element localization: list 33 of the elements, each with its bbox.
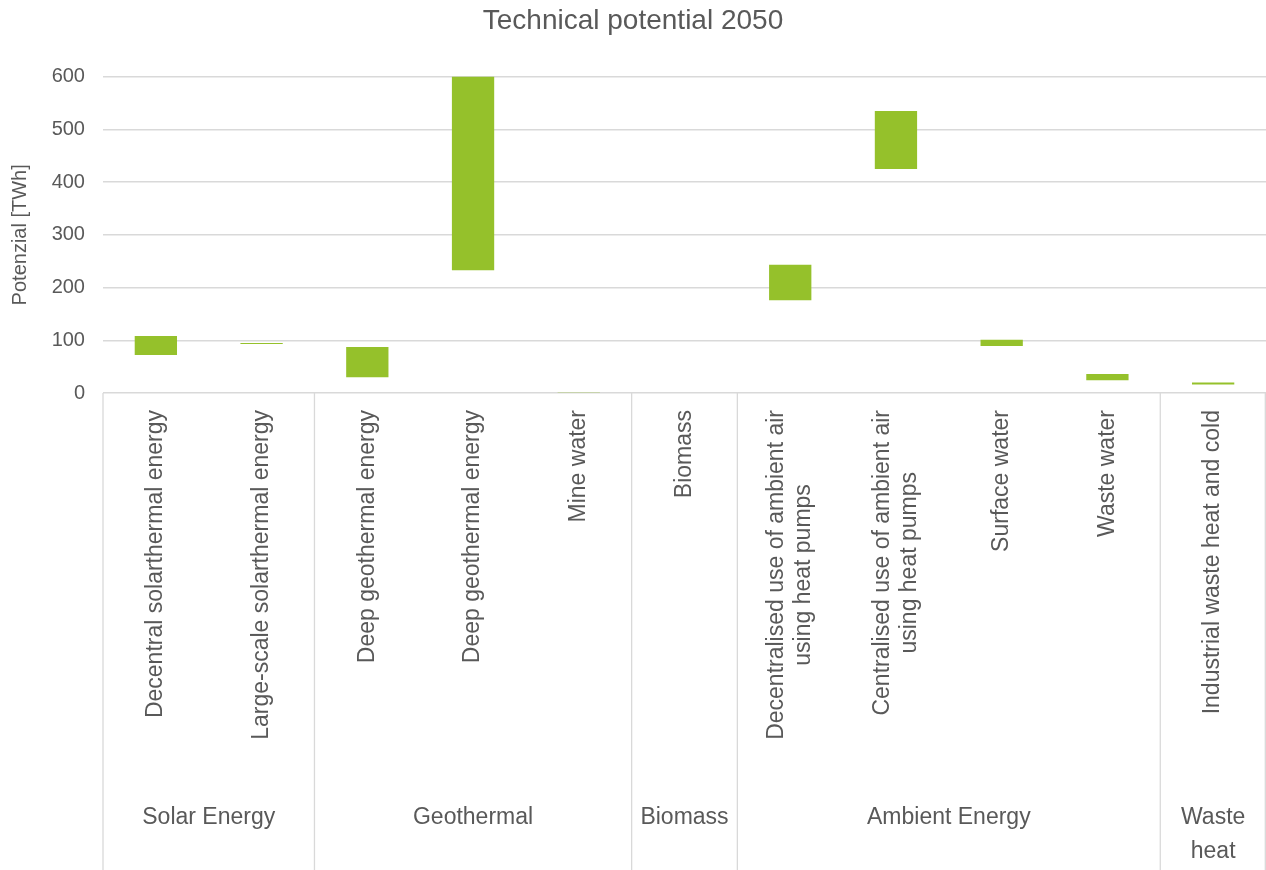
bar <box>769 264 812 301</box>
y-tick-label: 100 <box>51 327 85 350</box>
y-tick-label: 500 <box>51 116 85 139</box>
bar <box>980 339 1023 347</box>
y-tick-label: 0 <box>73 380 85 403</box>
bar <box>874 110 918 169</box>
bar <box>134 336 178 356</box>
x-tick-label: Centralised use of ambient air using heat pumps <box>867 409 921 716</box>
bar <box>1191 382 1235 385</box>
y-tick-label: 200 <box>51 275 85 298</box>
text: Biomass <box>640 803 729 830</box>
text: Geothermal <box>412 803 534 830</box>
x-tick-label: Deep geothermal energy <box>458 409 485 664</box>
x-tick-label: Biomass <box>669 409 696 499</box>
y-tick-label: 600 <box>51 64 85 87</box>
y-tick-label: 400 <box>51 169 85 192</box>
bar <box>1086 374 1129 381</box>
bar <box>451 76 495 271</box>
x-tick-label: Mine water <box>564 409 591 523</box>
x-tick-label: Decentral solarthermal energy <box>141 409 168 719</box>
chart-title: Technical potential 2050 <box>482 3 784 35</box>
x-tick-label: Industrial waste heat and cold <box>1198 409 1225 715</box>
x-tick-label: Large-scale solarthermal energy <box>246 409 273 740</box>
x-tick-label: Waste water <box>1092 409 1119 537</box>
x-tick-label: Decentralised use of ambient air using heat pumps <box>762 409 816 740</box>
text: Waste heat <box>1180 803 1246 864</box>
y-axis-title: Potenzial [TWh] <box>7 164 30 306</box>
x-tick-label: Surface water <box>987 409 1014 552</box>
text: Solar Energy <box>142 803 276 830</box>
y-tick-label: 300 <box>51 222 85 245</box>
bar <box>346 347 389 378</box>
x-tick-label: Deep geothermal energy <box>352 409 379 664</box>
text: Ambient Energy <box>867 803 1032 830</box>
